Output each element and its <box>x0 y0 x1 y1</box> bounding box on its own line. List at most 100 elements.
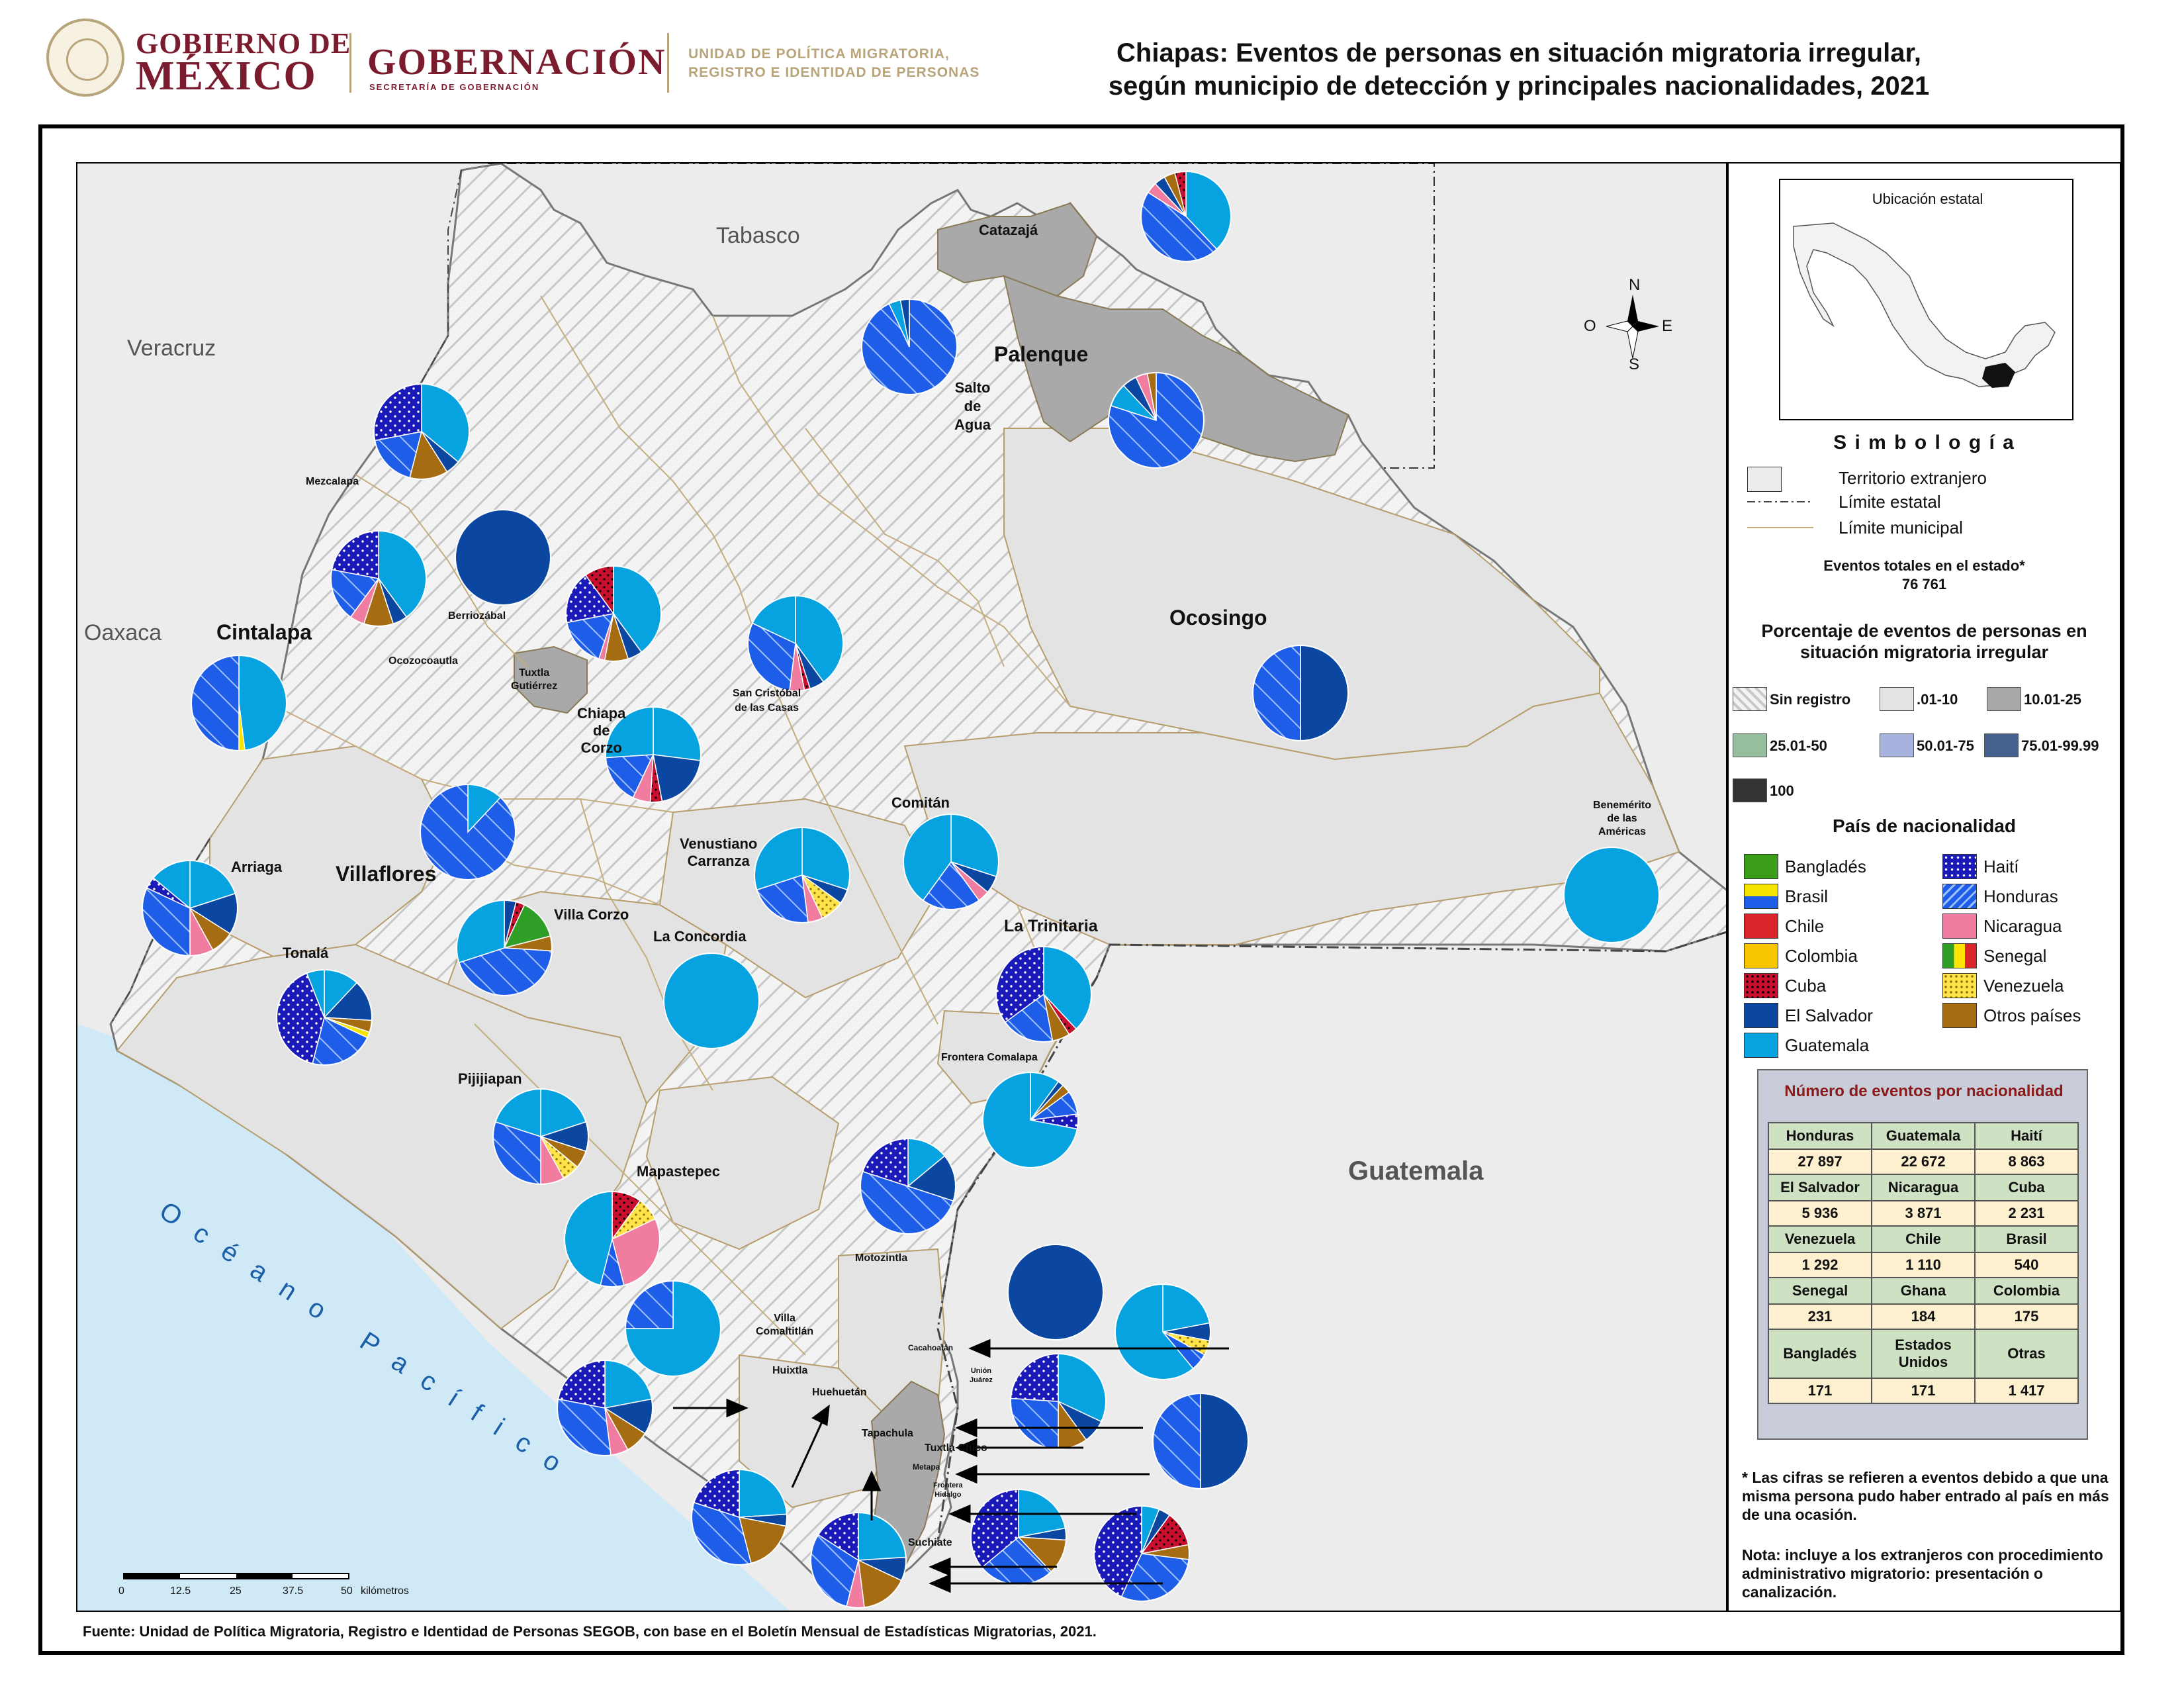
header-divider <box>667 33 669 93</box>
swatch-senegal <box>1942 943 1977 968</box>
pie-outline <box>420 784 516 880</box>
label-arriaga: Arriaga <box>231 859 283 875</box>
map-canvas <box>77 164 1726 1611</box>
pie-outline <box>691 1469 788 1566</box>
pie-outline <box>605 706 702 803</box>
pie-outline <box>142 860 238 957</box>
count-value-cell: 2 231 <box>1974 1200 2079 1227</box>
pie-frontera-hidalgo <box>1093 1505 1190 1602</box>
state-boundary-veracruz <box>421 169 462 383</box>
map-panel: Tabasco Veracruz Oaxaca Guatemala Océano… <box>76 162 1727 1612</box>
pie-cintalapa <box>191 655 287 751</box>
label-villa-corzo: Villa Corzo <box>554 906 629 923</box>
pie-outline <box>1140 171 1232 262</box>
count-nationality-cell: Bangladés <box>1768 1329 1872 1379</box>
pie-tapachula-s <box>691 1469 788 1566</box>
swatch-range-25-50 <box>1733 733 1767 757</box>
mexico-outline-icon <box>1793 222 2056 388</box>
count-nationality-cell: Cuba <box>1974 1174 2079 1201</box>
count-nationality-cell: Haití <box>1974 1122 2079 1150</box>
pie-motozintla <box>860 1138 956 1235</box>
compass-west: O <box>1584 317 1596 335</box>
pie-outline <box>1152 1393 1249 1489</box>
pie-mezcalapa <box>373 383 470 480</box>
count-value-cell: 5 936 <box>1768 1200 1872 1227</box>
count-header-row: Senegal Ghana Colombia <box>1768 1277 2079 1305</box>
label-huixtla: Huixtla <box>772 1365 808 1376</box>
swatch-municipal-boundary <box>1747 527 1813 528</box>
label-benemerito: Benemérito de las Américas <box>1593 800 1652 837</box>
pie-arriaga <box>142 860 238 957</box>
count-nationality-cell: El Salvador <box>1768 1174 1872 1201</box>
nationality-label: Haití <box>1983 857 2019 876</box>
pie-chiapa <box>605 706 702 803</box>
range-label: 100 <box>1770 782 1794 799</box>
count-nationality-cell: Brasil <box>1974 1225 2079 1253</box>
pie-huixtla <box>557 1360 653 1456</box>
swatch-venezuela <box>1942 973 1977 998</box>
swatch-guatemala <box>1744 1033 1778 1058</box>
label-veracruz: Veracruz <box>127 336 216 361</box>
swatch-bangladés <box>1744 854 1778 879</box>
pie-venustiano <box>754 827 850 923</box>
range-label: 10.01-25 <box>2024 691 2081 708</box>
total-events-value: 76 761 <box>1901 576 1947 592</box>
label-salto-de-agua: Salto de Agua <box>954 379 991 433</box>
count-header-row: El Salvador Nicaragua Cuba <box>1768 1174 2079 1201</box>
legend-foreign-territory: Territorio extranjero <box>1839 468 1987 488</box>
map-title-line2: según municipio de detección y principal… <box>1108 71 1930 101</box>
scale-tick: 50 <box>341 1585 353 1597</box>
label-villa-comaltitlan: Villa Comaltitlán <box>756 1313 814 1337</box>
count-nationality-cell: Venezuela <box>1768 1225 1872 1253</box>
header-divider <box>349 33 351 93</box>
label-palenque: Palenque <box>994 342 1089 366</box>
pie-outline <box>330 530 427 627</box>
swatch-range-low <box>1880 687 1914 711</box>
pie-outline <box>456 900 553 996</box>
swatch-cuba <box>1744 973 1778 998</box>
unidad-line1: UNIDAD DE POLÍTICA MIGRATORIA, <box>688 46 950 62</box>
gobierno-logo-line1: GOBIERNO DE <box>136 27 351 60</box>
nationality-label: Colombia <box>1785 946 1858 966</box>
nationality-label: Nicaragua <box>1983 916 2062 936</box>
count-value-row: 5 936 3 871 2 231 <box>1768 1200 2079 1227</box>
compass-east: E <box>1662 317 1673 335</box>
pie-villaflores <box>420 784 516 880</box>
pie-outline <box>982 1072 1079 1168</box>
pie-palenque <box>1108 372 1205 469</box>
legend-simbologia-title: S i m b o l o g í a <box>1833 432 2015 453</box>
range-label: 50.01-75 <box>1917 737 1974 754</box>
compass-south: S <box>1629 355 1640 373</box>
pie-outline <box>861 299 958 395</box>
swatch-nicaragua <box>1942 914 1977 939</box>
pie-tuxtla-chico <box>1152 1393 1249 1489</box>
pie-outline <box>455 509 551 606</box>
pie-outline <box>276 969 373 1066</box>
count-value-cell: 27 897 <box>1768 1149 1872 1175</box>
label-metapa: Metapa <box>913 1462 940 1472</box>
label-tuxtla-gutierrez: Tuxtla Gutiérrez <box>511 667 558 692</box>
label-tonala: Tonalá <box>283 945 329 961</box>
pie-outline <box>995 946 1092 1043</box>
swatch-range-mid <box>1987 687 2021 711</box>
swatch-range-none <box>1733 687 1767 711</box>
nationality-label: Chile <box>1785 916 1825 936</box>
compass-north: N <box>1629 276 1641 294</box>
pie-outline <box>625 1280 721 1377</box>
percentage-title-line1: Porcentaje de eventos de personas en <box>1761 621 2087 641</box>
count-nationality-cell: Otras <box>1974 1329 2079 1379</box>
count-value-cell: 175 <box>1974 1303 2079 1330</box>
pie-outline <box>970 1489 1067 1585</box>
label-la-trinitaria: La Trinitaria <box>1004 917 1098 935</box>
scale-tick: 37.5 <box>283 1585 304 1597</box>
pie-outline <box>747 595 844 692</box>
pie-outline <box>1093 1505 1190 1602</box>
pie-la-concordia <box>663 953 760 1049</box>
count-value-cell: 231 <box>1768 1303 1872 1330</box>
pie-outline <box>860 1138 956 1235</box>
label-huehuetan: Huehuetán <box>812 1387 867 1398</box>
compass-rose-icon <box>1606 295 1659 359</box>
count-nationality-cell: Senegal <box>1768 1277 1872 1305</box>
north-arrow-compass: N S E O <box>1584 276 1672 373</box>
nationality-label: Guatemala <box>1785 1035 1870 1055</box>
